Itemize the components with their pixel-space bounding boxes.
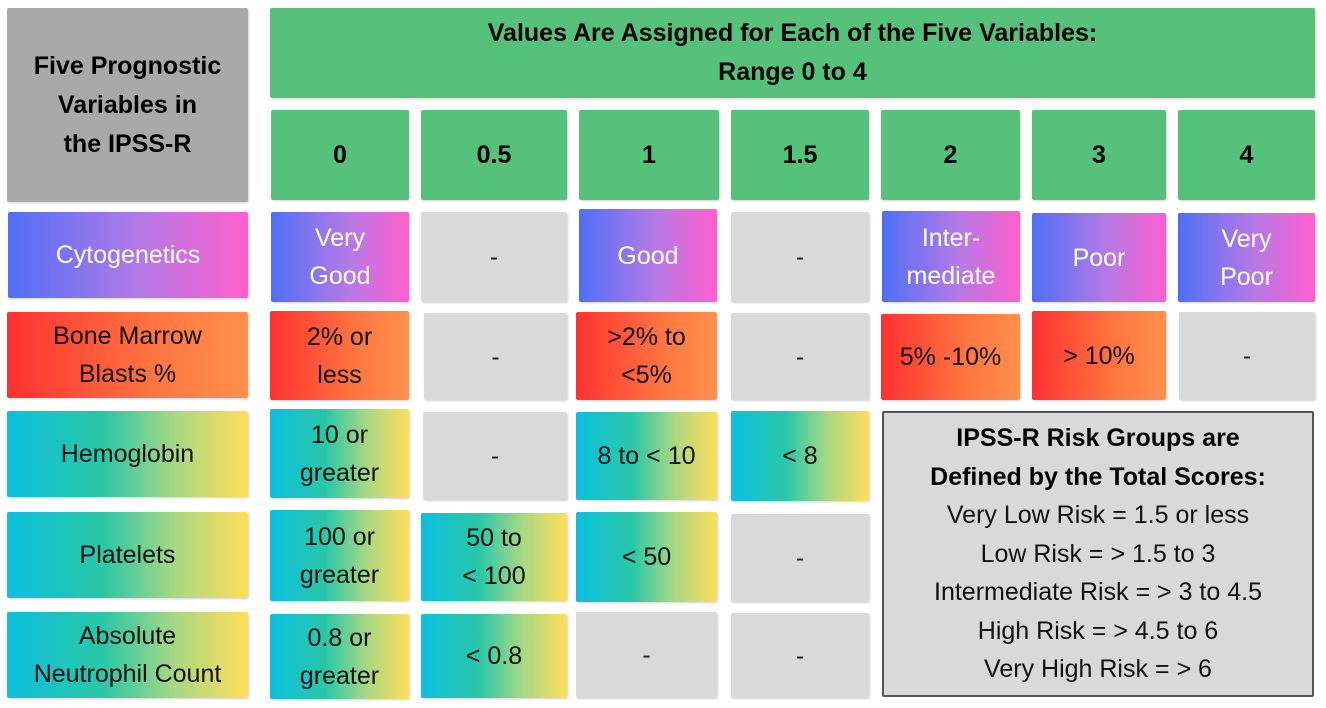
row-label-cytogenetics: Cytogenetics xyxy=(8,212,248,298)
platelets-score-0.5: 50 to < 100 xyxy=(421,513,567,601)
variables-title: Five Prognostic Variables in the IPSS-R xyxy=(7,8,248,202)
score-header-0: 0 xyxy=(271,110,409,200)
risk-group-very-low: Very Low Risk = 1.5 or less xyxy=(946,501,1250,530)
score-header-1.5: 1.5 xyxy=(731,110,869,200)
blasts-score-1: >2% to <5% xyxy=(576,312,717,400)
hemoglobin-score-0: 10 or greater xyxy=(270,409,409,498)
blasts-score-3: > 10% xyxy=(1032,311,1166,400)
row-label-platelets: Platelets xyxy=(7,512,248,598)
blasts-score-4: - xyxy=(1179,312,1315,400)
cytogenetics-score-1.5: - xyxy=(731,212,869,302)
platelets-score-1.5: - xyxy=(731,514,869,602)
cytogenetics-score-0.5: - xyxy=(421,212,567,302)
risk-group-very-high: Very High Risk = > 6 xyxy=(984,655,1212,684)
variables-title-text: Five Prognostic Variables in the IPSS-R xyxy=(33,51,222,158)
values-header: Values Are Assigned for Each of the Five… xyxy=(270,8,1315,98)
risk-groups-box: IPSS-R Risk Groups are Defined by the To… xyxy=(882,411,1314,697)
risk-group-intermediate: Intermediate Risk = > 3 to 4.5 xyxy=(934,578,1262,607)
blasts-score-2: 5% -10% xyxy=(881,314,1020,400)
blasts-score-0: 2% or less xyxy=(270,311,409,400)
cytogenetics-score-4: Very Poor xyxy=(1178,213,1315,302)
score-header-2: 2 xyxy=(881,110,1020,200)
cytogenetics-score-2: Inter- mediate xyxy=(882,211,1020,302)
platelets-score-0: 100 or greater xyxy=(270,510,409,601)
anc-score-1: - xyxy=(576,612,717,698)
blasts-score-0.5: - xyxy=(424,313,567,400)
anc-score-1.5: - xyxy=(731,613,869,698)
row-label-absolute-neutrophil-count: Absolute Neutrophil Count xyxy=(7,612,248,698)
score-header-3: 3 xyxy=(1032,110,1166,200)
score-header-1: 1 xyxy=(579,110,719,200)
risk-groups-title: IPSS-R Risk Groups are Defined by the To… xyxy=(930,424,1266,491)
hemoglobin-score-0.5: - xyxy=(423,412,567,500)
blasts-score-1.5: - xyxy=(731,313,869,400)
cytogenetics-score-3: Poor xyxy=(1032,213,1166,302)
values-header-text: Values Are Assigned for Each of the Five… xyxy=(487,19,1098,86)
risk-group-low: Low Risk = > 1.5 to 3 xyxy=(980,539,1216,568)
risk-group-high: High Risk = > 4.5 to 6 xyxy=(977,616,1219,645)
score-header-4: 4 xyxy=(1178,110,1315,200)
row-label-hemoglobin: Hemoglobin xyxy=(7,411,248,497)
hemoglobin-score-1: 8 to < 10 xyxy=(576,412,717,500)
anc-score-0: 0.8 or greater xyxy=(270,614,409,699)
cytogenetics-score-1: Good xyxy=(579,209,717,302)
hemoglobin-score-1.5: < 8 xyxy=(731,411,869,501)
score-header-0.5: 0.5 xyxy=(421,110,567,200)
cytogenetics-score-0: Very Good xyxy=(271,212,409,302)
row-label-bone-marrow-blasts: Bone Marrow Blasts % xyxy=(7,312,248,398)
platelets-score-1: < 50 xyxy=(576,512,717,602)
anc-score-0.5: < 0.8 xyxy=(421,614,567,698)
